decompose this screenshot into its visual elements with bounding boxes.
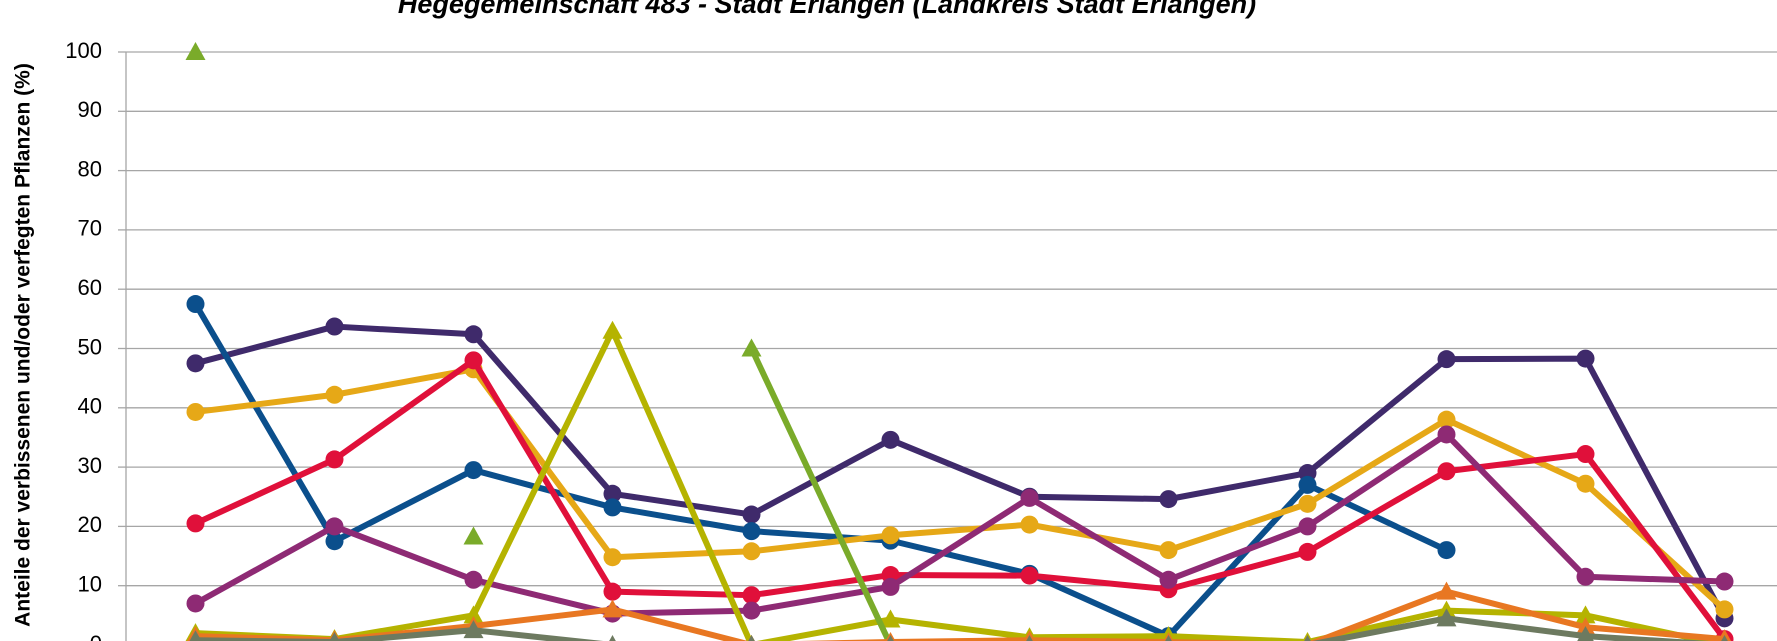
chart-title: Hegegemeinschaft 483 - Stadt Erlangen (L… xyxy=(398,0,1256,19)
y-tick-label: 50 xyxy=(78,334,102,359)
marker xyxy=(742,542,761,561)
marker xyxy=(325,517,344,536)
marker xyxy=(741,338,762,357)
marker xyxy=(1437,350,1456,369)
marker xyxy=(1159,490,1178,509)
y-axis-label: Anteile der verbissenen und/oder verfegt… xyxy=(12,63,35,627)
marker xyxy=(325,317,344,336)
marker xyxy=(1576,445,1595,464)
marker xyxy=(603,498,622,517)
series-line xyxy=(194,431,1725,617)
marker xyxy=(881,577,900,596)
marker xyxy=(464,325,483,344)
marker xyxy=(1437,462,1456,481)
series-line xyxy=(195,588,1725,641)
y-tick-label: 90 xyxy=(78,97,102,122)
series-line xyxy=(748,347,892,641)
marker xyxy=(1159,541,1178,560)
marker xyxy=(464,461,483,480)
marker xyxy=(887,635,894,641)
marker xyxy=(464,351,483,370)
series-line xyxy=(192,302,1448,640)
y-tick-label: 10 xyxy=(78,572,102,597)
marker xyxy=(186,295,205,314)
marker xyxy=(1436,581,1457,600)
marker xyxy=(1020,566,1039,585)
marker xyxy=(1576,567,1595,586)
marker xyxy=(602,320,623,339)
marker xyxy=(464,570,483,589)
y-tick-label: 60 xyxy=(78,275,102,300)
marker xyxy=(602,599,623,618)
marker xyxy=(1298,517,1317,536)
y-tick-label: 20 xyxy=(78,512,102,537)
marker xyxy=(186,354,205,373)
marker xyxy=(325,532,344,551)
y-tick-label: 100 xyxy=(65,38,102,63)
series-line xyxy=(194,357,1727,641)
marker xyxy=(1437,410,1456,429)
marker xyxy=(1576,474,1595,493)
marker xyxy=(1020,515,1039,534)
marker xyxy=(603,484,622,503)
marker xyxy=(603,548,622,567)
series-line xyxy=(195,327,1721,641)
marker xyxy=(1298,475,1317,494)
marker xyxy=(742,601,761,620)
y-tick-label: 40 xyxy=(78,394,102,419)
marker xyxy=(1437,425,1456,444)
marker xyxy=(1715,600,1734,619)
marker xyxy=(1577,626,1594,641)
marker xyxy=(1576,349,1595,368)
y-tick-label: 30 xyxy=(78,453,102,478)
marker xyxy=(1159,570,1178,589)
marker xyxy=(1298,494,1317,513)
marker xyxy=(881,526,900,545)
marker xyxy=(463,605,484,624)
marker xyxy=(1165,635,1172,641)
marker xyxy=(609,635,616,641)
marker xyxy=(1304,635,1311,641)
y-tick-label: 70 xyxy=(78,216,102,241)
marker xyxy=(1437,541,1456,560)
marker xyxy=(881,430,900,449)
marker xyxy=(189,630,202,641)
y-tick-label: 0 xyxy=(90,631,102,641)
y-tick-label: 80 xyxy=(78,156,102,181)
marker xyxy=(463,526,484,545)
marker xyxy=(325,385,344,404)
marker xyxy=(1575,605,1596,624)
marker xyxy=(1721,635,1728,641)
marker xyxy=(880,609,901,628)
marker xyxy=(463,620,484,639)
marker xyxy=(1026,635,1033,641)
marker xyxy=(186,514,205,533)
series-line xyxy=(195,615,1709,641)
series-line xyxy=(194,323,1728,620)
marker xyxy=(185,42,206,60)
marker xyxy=(329,632,340,641)
marker xyxy=(1715,572,1734,591)
marker xyxy=(748,635,755,641)
marker xyxy=(1298,542,1317,561)
marker xyxy=(742,522,761,541)
marker xyxy=(186,402,205,421)
marker xyxy=(742,586,761,605)
marker xyxy=(1020,488,1039,507)
marker xyxy=(742,505,761,524)
marker xyxy=(186,594,205,613)
marker xyxy=(603,582,622,601)
marker xyxy=(325,450,344,469)
marker xyxy=(1436,608,1457,627)
